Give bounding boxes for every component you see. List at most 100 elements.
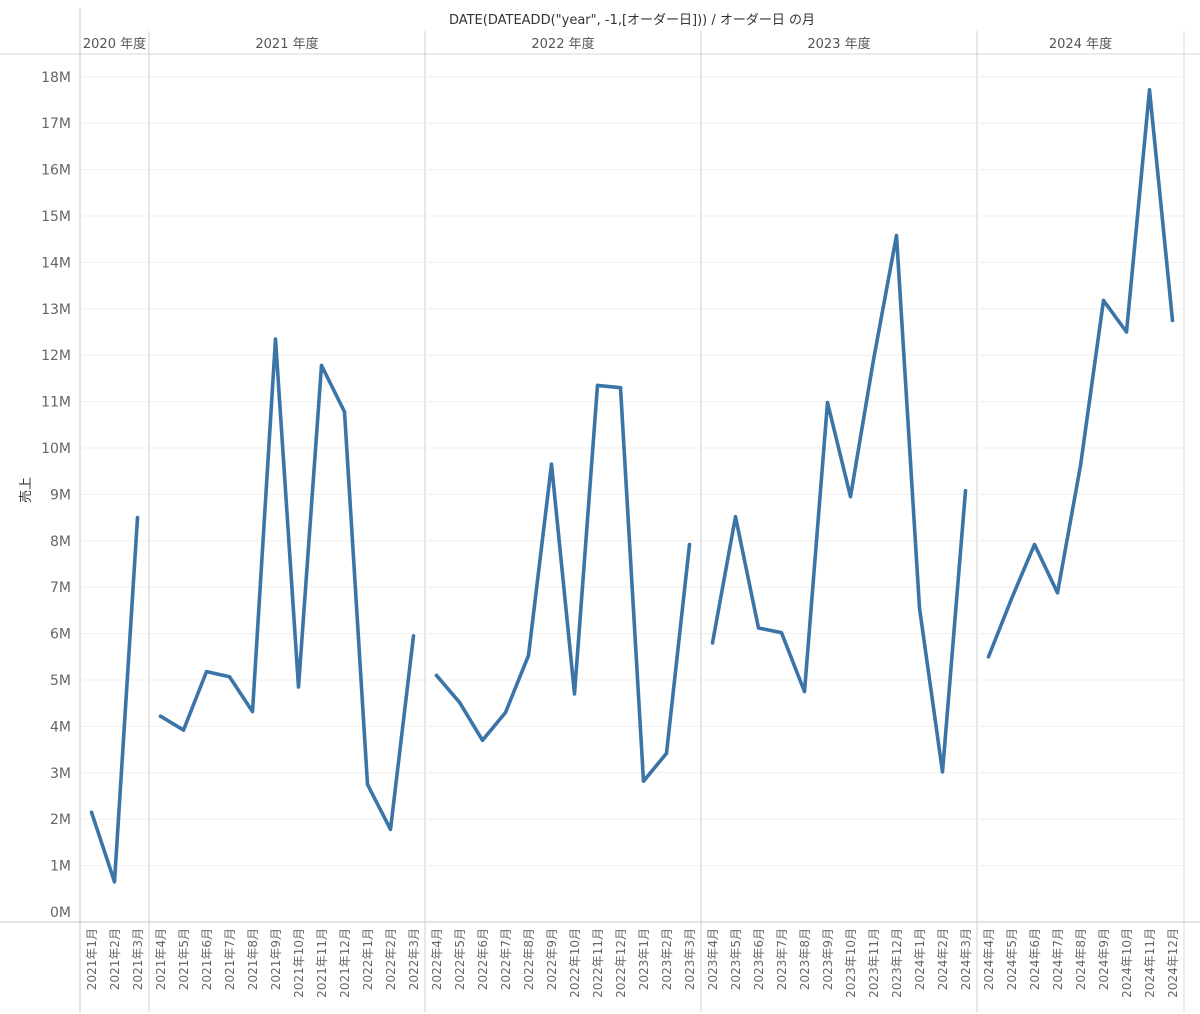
x-tick-label: 2023年10月 [844,928,858,998]
x-tick-label: 2021年1月 [85,928,99,990]
series-lines [89,88,1175,884]
x-tick-label: 2021年5月 [177,928,191,990]
x-tick-label: 2023年3月 [683,928,697,990]
data-point [480,738,485,742]
data-point [319,363,324,368]
y-tick-label: 8M [50,534,71,550]
gridlines [80,76,1184,867]
data-point [158,714,163,718]
data-point [595,383,600,387]
data-point [733,515,738,519]
x-tick-label: 2022年4月 [430,928,444,990]
y-tick-label: 6M [50,627,71,643]
data-point [1032,542,1037,547]
x-tick-label: 2024年2月 [936,928,950,990]
panel-headers: 2020 年度 2021 年度 2022 年度 2023 年度 2024 年度 [83,36,1112,52]
series-line [710,233,968,774]
data-point [963,489,968,493]
x-tick-label: 2023年2月 [660,928,674,990]
y-tick-label: 16M [41,163,71,179]
data-point [871,358,876,362]
data-point [641,779,646,783]
data-point [848,495,853,499]
y-axis-label: 売上 [18,477,34,503]
panel-label: 2024 年度 [1049,36,1112,52]
data-point [388,827,393,832]
x-tick-label: 2022年11月 [591,928,605,998]
data-point [894,233,899,238]
data-point [457,700,462,704]
x-tick-label: 2024年3月 [959,928,973,990]
data-point [526,653,531,658]
x-tick-label: 2022年5月 [453,928,467,990]
x-tick-label: 2021年3月 [131,928,145,990]
data-point [825,400,830,405]
x-tick-label: 2021年11月 [315,928,329,998]
data-point [296,685,301,689]
data-point [135,516,140,520]
x-tick-label: 2024年11月 [1143,928,1157,998]
data-point [618,386,623,390]
x-tick-label: 2023年9月 [821,928,835,990]
y-tick-label: 4M [50,719,71,735]
data-point [549,462,554,466]
data-point [1101,298,1106,303]
data-point [1009,597,1014,601]
y-tick-label: 18M [41,70,71,86]
x-tick-label: 2024年9月 [1097,928,1111,990]
data-point [227,675,232,679]
y-tick-label: 5M [50,673,71,689]
data-point [89,810,94,814]
x-tick-label: 2023年12月 [890,928,904,998]
panel-label: 2023 年度 [807,36,870,52]
x-tick-label: 2023年4月 [706,928,720,990]
y-tick-label: 10M [41,441,71,457]
data-point [250,709,255,714]
y-tick-label: 3M [50,766,71,782]
data-point [779,631,784,635]
data-point [1170,318,1175,322]
x-tick-label: 2024年7月 [1051,928,1065,990]
data-point [365,782,370,787]
data-point [756,626,761,630]
y-tick-label: 1M [50,859,71,875]
data-point [802,690,807,694]
x-tick-label: 2021年7月 [223,928,237,990]
x-tick-label: 2022年8月 [522,928,536,990]
data-point [503,710,508,715]
data-point [687,542,692,547]
y-tick-label: 15M [41,209,71,225]
y-tick-label: 11M [41,395,71,411]
series-line [986,88,1175,659]
x-tick-label: 2024年12月 [1166,928,1180,998]
panel-label: 2020 年度 [83,36,146,52]
x-tick-label: 2022年1月 [361,928,375,990]
x-tick-label: 2023年8月 [798,928,812,990]
x-tick-label: 2023年7月 [775,928,789,990]
x-tick-label: 2023年5月 [729,928,743,990]
x-axis-ticks: 2021年1月 2021年2月 2021年3月 2021年4月 2021年5月 2021年… [85,928,1180,998]
y-tick-label: 17M [41,116,71,132]
x-tick-label: 2023年11月 [867,928,881,998]
y-tick-label: 13M [41,302,71,318]
x-tick-label: 2022年12月 [614,928,628,998]
x-tick-label: 2022年6月 [476,928,490,990]
data-point [273,337,278,341]
x-tick-label: 2022年10月 [568,928,582,998]
x-tick-label: 2022年2月 [384,928,398,990]
data-point [434,673,439,677]
y-tick-label: 0M [50,905,71,921]
x-tick-label: 2024年6月 [1028,928,1042,990]
chart-title: DATE(DATEADD("year", -1,[オーダー日])) / オーダー… [449,13,815,28]
panel-label: 2022 年度 [531,36,594,52]
data-point [411,634,416,638]
y-tick-label: 2M [50,812,71,828]
data-point [940,770,945,774]
x-tick-label: 2023年6月 [752,928,766,990]
data-point [112,880,117,884]
y-axis-ticks: 0M 1M 2M 3M 4M 5M 6M 7M 8M 9M 10M 11M 12M 13M 14M 15M 16… [41,70,71,921]
data-point [181,728,186,732]
data-point [1055,591,1060,595]
data-point [1124,330,1129,334]
